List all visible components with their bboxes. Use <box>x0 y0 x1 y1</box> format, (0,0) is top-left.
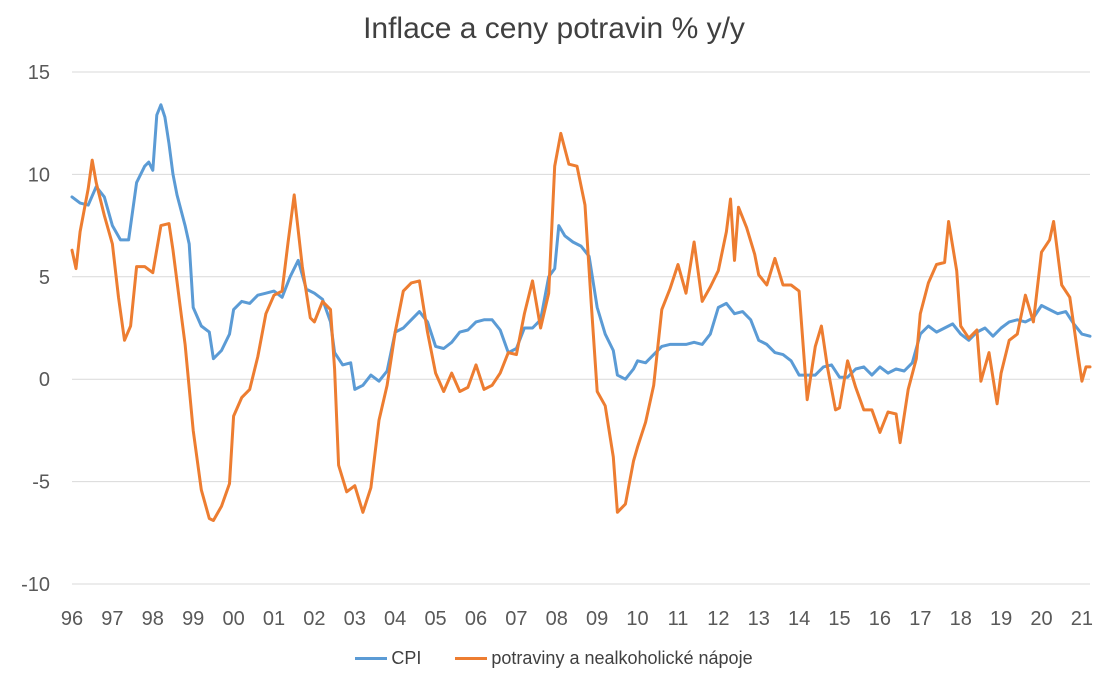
x-tick-label: 21 <box>1071 608 1093 630</box>
y-tick-label: 5 <box>39 267 50 289</box>
x-tick-label: 14 <box>788 608 810 630</box>
y-tick-label: 10 <box>28 164 50 186</box>
x-tick-label: 18 <box>950 608 972 630</box>
legend: CPI potraviny a nealkoholické nápoje <box>0 648 1108 669</box>
series-line-food <box>70 131 1092 522</box>
x-tick-label: 11 <box>668 608 689 630</box>
x-tick-label: 03 <box>344 608 366 630</box>
y-tick-label: -5 <box>32 472 50 494</box>
x-tick-label: 02 <box>303 608 325 630</box>
x-tick-label: 96 <box>61 608 83 630</box>
x-tick-label: 17 <box>909 608 931 630</box>
x-tick-label: 09 <box>586 608 608 630</box>
x-tick-label: 19 <box>990 608 1012 630</box>
x-tick-label: 00 <box>222 608 244 630</box>
legend-swatch-cpi <box>355 657 388 660</box>
legend-item-cpi: CPI <box>355 648 421 669</box>
gridlines <box>72 71 1090 585</box>
x-tick-label: 10 <box>626 608 648 630</box>
x-tick-label: 99 <box>182 608 204 630</box>
legend-label-cpi: CPI <box>391 648 422 668</box>
series-line-cpi <box>70 103 1092 391</box>
x-tick-label: 06 <box>465 608 487 630</box>
x-tick-label: 01 <box>263 608 285 630</box>
y-tick-label: 15 <box>28 62 50 84</box>
y-tick-label: 0 <box>39 369 50 391</box>
x-tick-label: 15 <box>828 608 850 630</box>
x-tick-label: 16 <box>869 608 891 630</box>
x-tick-label: 08 <box>546 608 568 630</box>
x-tick-label: 13 <box>748 608 770 630</box>
legend-item-food: potraviny a nealkoholické nápoje <box>455 648 753 669</box>
x-tick-label: 04 <box>384 608 406 630</box>
x-axis-ticks: 96 97 98 99 00 01 02 03 04 05 06 07 08 09 10 11 12 13 14 15… <box>61 608 1093 630</box>
x-tick-label: 97 <box>101 608 123 630</box>
series-lines <box>70 103 1092 522</box>
chart-title: Inflace a ceny potravin % y/y <box>363 12 745 45</box>
x-tick-label: 12 <box>707 608 729 630</box>
x-tick-label: 05 <box>424 608 446 630</box>
x-tick-label: 07 <box>505 608 527 630</box>
y-tick-label: -10 <box>21 574 50 596</box>
x-tick-label: 20 <box>1030 608 1052 630</box>
x-tick-label: 98 <box>142 608 164 630</box>
y-axis-ticks: 15 10 5 0 -5 -10 <box>21 62 50 596</box>
legend-swatch-food <box>455 657 488 660</box>
legend-label-food: potraviny a nealkoholické nápoje <box>491 648 753 668</box>
